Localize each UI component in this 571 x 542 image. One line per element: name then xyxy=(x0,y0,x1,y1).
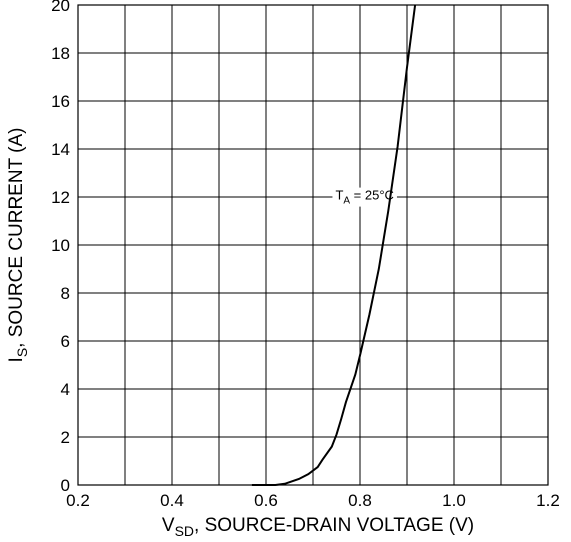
grid xyxy=(78,5,548,485)
x-tick-label: 0.4 xyxy=(160,491,184,510)
y-tick-label: 18 xyxy=(51,44,70,63)
y-tick-labels: 0 2 4 6 8 10 12 14 16 18 20 xyxy=(51,0,70,495)
x-tick-label: 1.2 xyxy=(536,491,560,510)
y-tick-label: 8 xyxy=(61,284,70,303)
y-tick-label: 4 xyxy=(61,380,70,399)
x-tick-label: 0.6 xyxy=(254,491,278,510)
temperature-annotation: TA = 25°C xyxy=(335,188,394,207)
y-tick-label: 14 xyxy=(51,140,70,159)
y-tick-label: 16 xyxy=(51,92,70,111)
x-tick-label: 0.2 xyxy=(66,491,90,510)
y-tick-label: 10 xyxy=(51,236,70,255)
y-tick-label: 0 xyxy=(61,476,70,495)
y-tick-label: 12 xyxy=(51,188,70,207)
y-tick-label: 2 xyxy=(61,428,70,447)
y-tick-label: 6 xyxy=(61,332,70,351)
y-axis-label: IS, SOURCE CURRENT (A) xyxy=(6,128,30,363)
y-tick-label: 20 xyxy=(51,0,70,15)
x-axis-label: VSD, SOURCE-DRAIN VOLTAGE (V) xyxy=(162,515,474,539)
x-tick-label: 1.0 xyxy=(442,491,466,510)
annotation-background xyxy=(332,187,397,207)
plot-frame xyxy=(77,4,549,486)
x-tick-label: 0.8 xyxy=(348,491,372,510)
series-line-source-current xyxy=(251,4,417,486)
x-tick-labels: 0.2 0.4 0.6 0.8 1.0 1.2 xyxy=(66,491,560,510)
